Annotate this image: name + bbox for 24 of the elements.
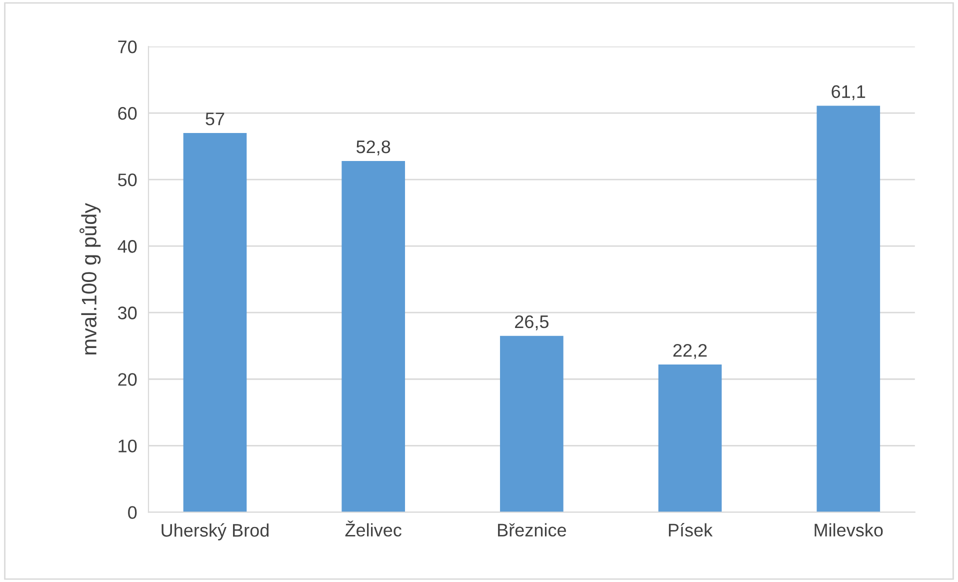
y-tick-label: 20 [118,373,137,386]
data-label: 22,2 [673,344,707,359]
x-tick-label: Březnice [498,523,566,537]
bar [342,160,406,512]
x-tick-label: Uherský Brod [162,523,269,540]
x-tick-label: Milevsko [814,523,883,537]
bar [816,106,880,512]
data-label: 26,5 [515,315,549,330]
y-tick-label: 40 [118,240,137,253]
data-label: 61,1 [832,85,866,100]
data-label: 57 [206,112,224,126]
y-tick-label: 30 [118,306,137,320]
y-tick-label: 70 [118,40,137,54]
bar [183,133,247,512]
x-tick-label: Písek [668,523,713,537]
bar [500,336,564,512]
y-tick-label: 50 [118,174,137,186]
y-axis-title: mval.100 g půdy [80,202,101,354]
y-tick-label: 10 [118,440,137,452]
y-tick-label: 60 [118,107,137,120]
y-tick-label: 0 [128,506,137,519]
data-label: 52,8 [356,140,390,156]
bar [658,364,722,512]
x-tick-label: Želivec [345,520,402,537]
